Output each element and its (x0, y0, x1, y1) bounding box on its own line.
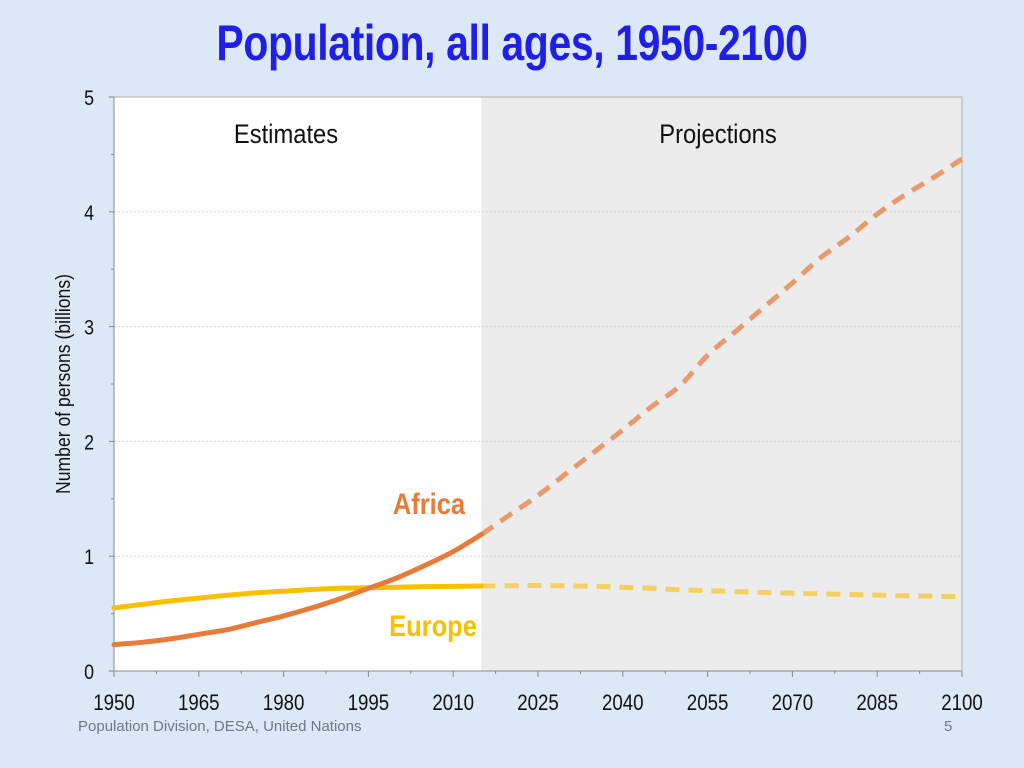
y-tick-label: 2 (84, 431, 94, 455)
x-tick-label: 2055 (687, 692, 729, 716)
europe-projection-line (481, 582, 963, 600)
footer-credit: Population Division, DESA, United Nation… (78, 718, 362, 735)
x-tick-label: 1995 (348, 692, 390, 716)
x-tick-label: 2100 (941, 692, 983, 716)
y-tick-label: 5 (84, 87, 94, 111)
series-label-africa: Africa (393, 487, 466, 520)
series-label-europe: Europe (389, 609, 477, 642)
x-tick-label: 2070 (772, 692, 814, 716)
region-label-projections: Projections (659, 120, 776, 150)
page-number: 5 (944, 718, 953, 735)
slide-title: Population, all ages, 1950-2100 (216, 15, 808, 71)
y-tick-label: 0 (84, 661, 94, 685)
y-tick-label: 1 (84, 546, 94, 570)
y-tick-label: 4 (84, 201, 94, 225)
x-tick-label: 1965 (178, 692, 220, 716)
x-tick-label: 1980 (263, 692, 305, 716)
africa-estimate-line (111, 531, 484, 648)
x-tick-label: 2040 (602, 692, 644, 716)
y-tick-label: 3 (84, 316, 94, 340)
x-tick-label: 2025 (517, 692, 559, 716)
x-tick-label: 2010 (432, 692, 474, 716)
y-axis-title: Number of persons (billions) (52, 274, 74, 494)
africa-projection-line (480, 156, 964, 537)
region-projections (481, 97, 962, 671)
europe-estimate-line (111, 583, 484, 611)
x-tick-label: 1950 (93, 692, 135, 716)
region-estimates (114, 97, 482, 671)
region-label-estimates: Estimates (234, 120, 338, 150)
x-tick-label: 2085 (856, 692, 898, 716)
